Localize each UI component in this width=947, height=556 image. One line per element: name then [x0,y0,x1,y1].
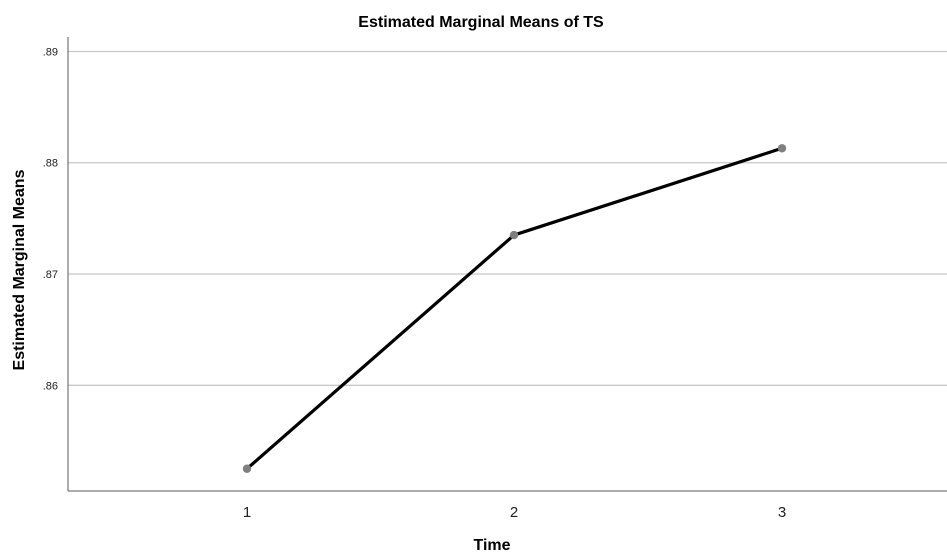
x-tick-label: 2 [510,504,518,521]
y-axis-label: Estimated Marginal Means [11,169,28,370]
y-tick-label: .86 [43,380,58,392]
gridlines [68,50,947,386]
y-tick-label: .89 [43,46,58,58]
x-tick-labels: 1 2 3 [243,504,786,521]
y-tick-label: .88 [43,158,58,170]
data-point [509,230,519,240]
x-tick-label: 3 [778,504,786,521]
series-group [242,144,787,473]
data-point [242,464,252,473]
y-tick-labels: .86 .87 .88 .89 [43,46,58,392]
y-tick-label: .87 [43,269,58,281]
x-tick-label: 1 [243,504,251,521]
chart-title: Estimated Marginal Means of TS [358,14,604,31]
data-point [777,144,787,153]
x-axis-label: Time [473,537,510,554]
